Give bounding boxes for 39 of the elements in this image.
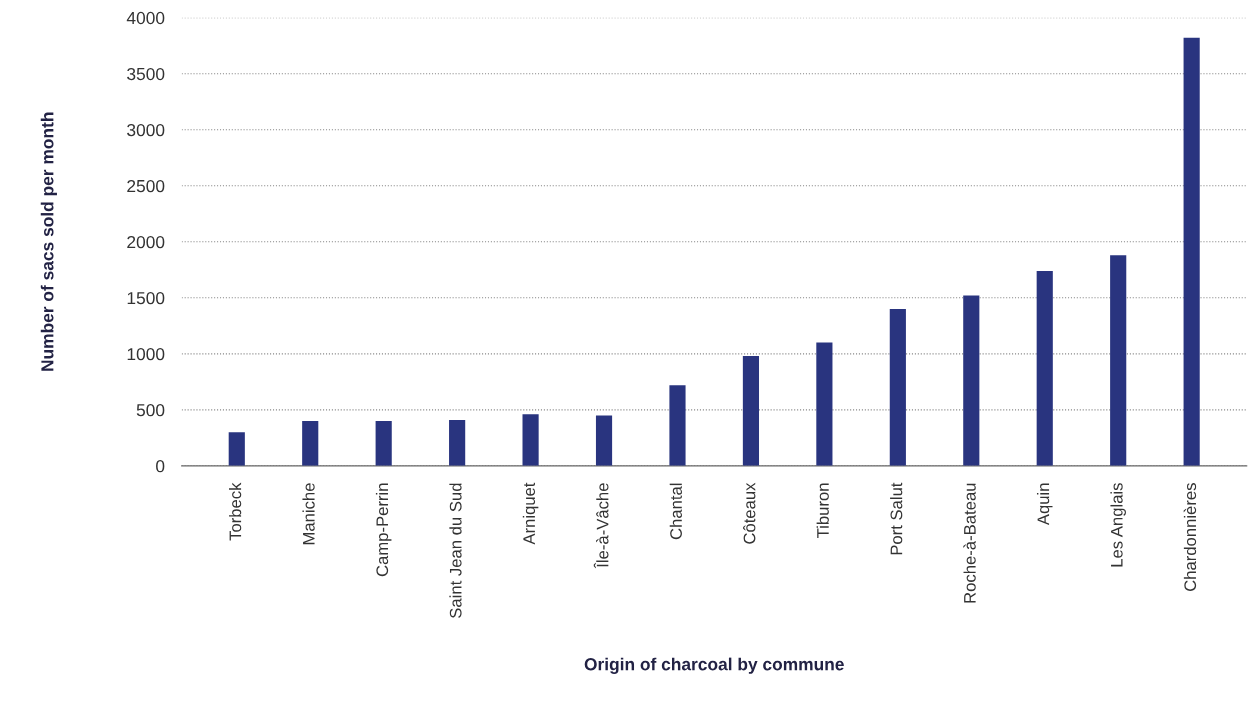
x-tick-label: Aquin bbox=[1036, 483, 1053, 526]
y-tick-label: 500 bbox=[136, 404, 165, 417]
x-tick-label: Saint Jean du Sud bbox=[449, 483, 462, 618]
y-tick-label: 3500 bbox=[127, 67, 165, 81]
x-tick-label: Torbeck bbox=[229, 482, 242, 541]
y-tick-label: 4000 bbox=[126, 11, 165, 25]
x-tick-label: Chantal bbox=[669, 483, 682, 540]
x-tick-label: Maniche bbox=[302, 483, 315, 545]
x-tick-label: Tiburon bbox=[816, 483, 829, 539]
y-tick-label: 2000 bbox=[127, 235, 165, 249]
bar bbox=[228, 432, 245, 466]
bar bbox=[595, 415, 613, 466]
bar bbox=[522, 414, 539, 466]
bar bbox=[449, 419, 466, 466]
x-axis-title: Origin of charcoal by commune bbox=[584, 657, 844, 674]
x-tick-label: Arniquet bbox=[522, 482, 539, 545]
y-axis-title: Number of sacs sold per month bbox=[40, 112, 57, 371]
bar bbox=[375, 421, 392, 466]
bar bbox=[963, 295, 980, 466]
x-tick-label: Côteaux bbox=[743, 482, 756, 544]
x-tick-label: Chardonnières bbox=[1183, 483, 1197, 591]
y-tick-label: 0 bbox=[156, 460, 165, 473]
y-tick-label: 3000 bbox=[127, 123, 165, 137]
y-tick-label: 1000 bbox=[127, 347, 165, 361]
y-tick-label: 1500 bbox=[127, 291, 165, 305]
y-tick-label: 2500 bbox=[127, 179, 165, 193]
bar bbox=[302, 421, 319, 466]
bar bbox=[1183, 37, 1200, 466]
bar bbox=[1036, 270, 1053, 466]
bar bbox=[889, 309, 906, 466]
bar bbox=[742, 356, 760, 466]
x-tick-label: Les Anglais bbox=[1110, 483, 1126, 567]
bar bbox=[1110, 255, 1127, 466]
x-tick-label: Port Salut bbox=[890, 482, 903, 555]
bar bbox=[669, 385, 686, 466]
x-tick-label: Île-à-Vâche bbox=[593, 483, 609, 569]
bar bbox=[816, 342, 833, 466]
x-tick-label: Roche-à-Bateau bbox=[963, 483, 976, 603]
x-tick-label: Camp-Perrin bbox=[375, 483, 392, 577]
